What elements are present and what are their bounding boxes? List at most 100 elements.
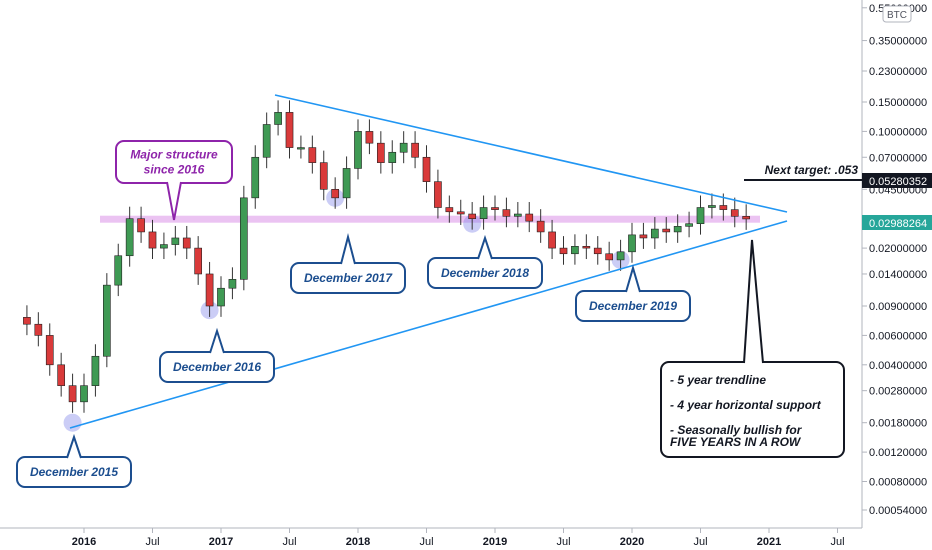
- y-tick-label: 0.35000000: [869, 36, 927, 48]
- resistance-trendline: [274, 94, 788, 213]
- candle-body: [388, 151, 397, 163]
- candle-body: [125, 218, 134, 257]
- callout-december-2019-pointer: [625, 264, 641, 293]
- callout-december-2019-pointer-mask: [627, 291, 639, 294]
- candle-body: [57, 364, 66, 386]
- notes-line: FIVE YEARS IN A ROW: [670, 435, 802, 449]
- support-trendline: [69, 220, 788, 429]
- notes-callout: - 5 year trendline - 4 year horizontal su…: [660, 239, 845, 458]
- candle-body: [479, 207, 488, 220]
- candle-body: [342, 168, 351, 199]
- next-target-label: Next target: .053: [765, 163, 859, 177]
- x-tick-label: 2016: [72, 536, 96, 548]
- y-tick-label: 0.00120000: [869, 447, 927, 459]
- x-tick-label: Jul: [830, 536, 844, 548]
- trendlines: [69, 94, 788, 429]
- candle-body: [536, 220, 545, 233]
- y-tick-label: 0.00900000: [869, 301, 927, 313]
- callout-december-2015: December 2015: [16, 433, 132, 488]
- support-band: [100, 215, 760, 223]
- callout-december-2017-text: December 2017: [304, 271, 393, 285]
- current-price-label: 0.02988264: [862, 215, 932, 230]
- callout-december-2016-pointer-mask: [211, 352, 223, 355]
- candle-body: [571, 246, 579, 255]
- candle-body: [331, 188, 340, 199]
- candle-body: [685, 223, 693, 227]
- candle-body: [411, 142, 419, 158]
- candle-body: [445, 207, 454, 213]
- y-tick-label: 0.07000000: [869, 152, 927, 164]
- candle-body: [742, 216, 751, 220]
- notes-line: - 5 year trendline: [670, 373, 766, 387]
- candle-body: [719, 205, 728, 210]
- x-tick-label: Jul: [419, 536, 433, 548]
- candle-body: [513, 213, 522, 217]
- candle-body: [217, 287, 225, 307]
- callout-major-structure-text: since 2016: [144, 163, 205, 177]
- y-tick-label: 0.00180000: [869, 418, 927, 430]
- candle-body: [34, 323, 43, 336]
- y-tick-label: 0.00600000: [869, 330, 927, 342]
- callout-major-structure-pointer-mask: [168, 180, 180, 183]
- candle-body: [205, 273, 214, 307]
- candle-body: [102, 284, 111, 357]
- candle-body: [274, 112, 282, 125]
- candle-body: [468, 213, 477, 220]
- highlight-circle: [63, 413, 82, 432]
- current-price-text: 0.02988264: [869, 218, 927, 230]
- candle-body: [639, 234, 648, 239]
- x-tick-label: Jul: [282, 536, 296, 548]
- candle-body: [399, 142, 408, 153]
- candle-body: [182, 237, 191, 249]
- candle-body: [137, 218, 145, 233]
- candle-body: [148, 231, 157, 249]
- symbol-badge[interactable]: BTC: [882, 5, 912, 23]
- callout-december-2016-text: December 2016: [173, 360, 261, 374]
- candle-body: [354, 131, 362, 169]
- candle-body: [114, 255, 123, 286]
- y-tick-label: 0.00054000: [869, 505, 927, 517]
- callout-major-structure-text: Major structure: [130, 148, 218, 162]
- candle-body: [239, 197, 248, 280]
- candle-body: [262, 124, 271, 158]
- candle-body: [708, 205, 716, 208]
- callout-december-2018-pointer-mask: [479, 258, 491, 261]
- candle-body: [582, 246, 591, 249]
- candle-body: [45, 335, 54, 366]
- horizontal-support-band: [100, 215, 760, 223]
- candle-body: [650, 228, 659, 239]
- callout-december-2018: December 2018: [427, 234, 543, 289]
- candle-body: [730, 209, 739, 217]
- callout-major-structure-pointer: [166, 181, 182, 221]
- candle-body: [365, 131, 374, 144]
- candle-body: [285, 112, 294, 148]
- callout-december-2016-pointer: [209, 327, 225, 354]
- notes-pointer: [743, 239, 764, 364]
- candle-body: [68, 385, 77, 403]
- y-tick-label: 0.00280000: [869, 386, 927, 398]
- x-tick-label: 2021: [757, 536, 781, 548]
- callout-december-2017-pointer-mask: [342, 263, 354, 266]
- candle-body: [297, 147, 305, 150]
- x-tick-label: Jul: [693, 536, 707, 548]
- candle-body: [91, 355, 100, 386]
- candle-body: [696, 207, 705, 225]
- candle-body: [628, 234, 636, 253]
- candle-body: [434, 181, 442, 208]
- x-tick-label: Jul: [556, 536, 570, 548]
- callout-december-2015-text: December 2015: [30, 465, 118, 479]
- y-tick-label: 0.10000000: [869, 126, 927, 138]
- callout-december-2017-pointer: [340, 233, 356, 265]
- callout-december-2016: December 2016: [159, 327, 275, 383]
- candle-body: [308, 147, 317, 163]
- candle-body: [251, 156, 260, 199]
- y-tick-label: 0.00080000: [869, 477, 927, 489]
- y-tick-label: 0.23000000: [869, 66, 927, 78]
- callout-december-2019-text: December 2019: [589, 299, 677, 313]
- x-tick-label: 2018: [346, 536, 370, 548]
- candle-body: [491, 207, 499, 210]
- callout-december-2015-pointer: [66, 433, 82, 459]
- candle-body: [23, 317, 31, 325]
- callout-december-2018-text: December 2018: [441, 266, 529, 280]
